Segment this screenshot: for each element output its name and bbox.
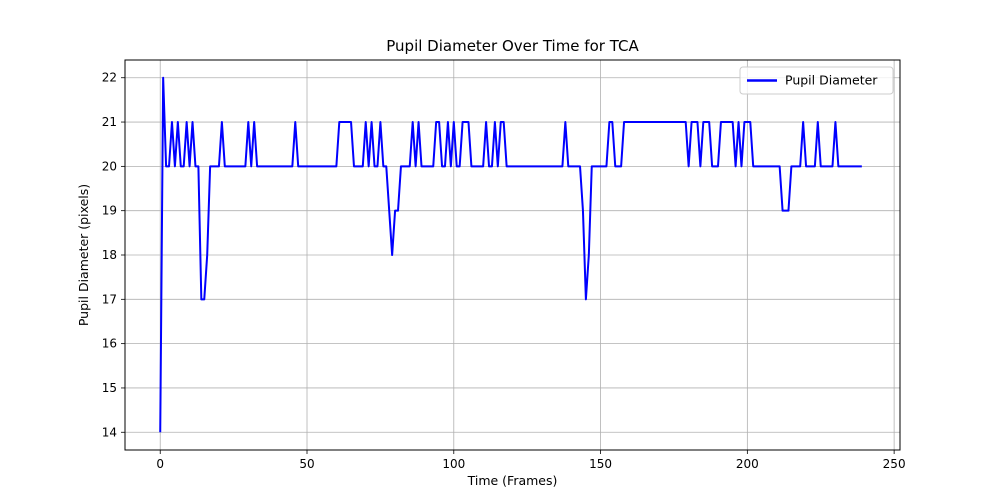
legend: Pupil Diameter [739, 66, 894, 95]
legend-box [739, 66, 894, 95]
y-tick-label: 17 [102, 292, 117, 306]
x-tick-label: 0 [156, 457, 164, 471]
legend-label: Pupil Diameter [785, 73, 878, 88]
y-tick-label: 15 [102, 381, 117, 395]
ticks: 0 50 100 150 200 250 14 15 16 17 18 19 20 21 22 [102, 71, 906, 471]
series-line-pupil-diameter [159, 76, 862, 433]
x-tick-label: 100 [442, 457, 465, 471]
x-tick-label: 50 [299, 457, 314, 471]
x-tick-label: 150 [589, 457, 612, 471]
x-axis-label: Time (Frames) [467, 473, 558, 488]
y-tick-label: 19 [102, 204, 117, 218]
y-tick-label: 22 [102, 71, 117, 85]
x-tick-label: 250 [883, 457, 906, 471]
chart-title: Pupil Diameter Over Time for TCA [386, 37, 639, 55]
y-tick-label: 20 [102, 159, 117, 173]
y-tick-label: 21 [102, 115, 117, 129]
y-tick-label: 16 [102, 337, 117, 351]
y-tick-label: 14 [102, 425, 117, 439]
y-axis-label: Pupil Diameter (pixels) [76, 184, 91, 326]
x-tick-label: 200 [736, 457, 759, 471]
y-tick-label: 18 [102, 248, 117, 262]
series-layer [159, 76, 862, 433]
